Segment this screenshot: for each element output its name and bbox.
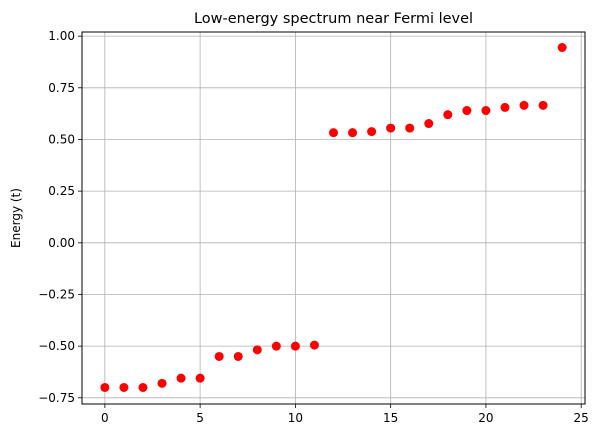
x-tick-label: 10 <box>288 411 303 425</box>
data-point <box>481 106 491 116</box>
y-tick-label: −0.50 <box>38 339 75 353</box>
data-point <box>367 127 377 137</box>
y-tick-label: −0.25 <box>38 287 75 301</box>
x-tick-label: 20 <box>478 411 493 425</box>
data-point <box>462 106 472 116</box>
data-point <box>214 351 224 361</box>
x-tick-label: 15 <box>383 411 398 425</box>
y-tick-label: 1.00 <box>48 29 75 43</box>
data-point <box>405 123 415 133</box>
data-point <box>100 382 110 392</box>
data-point <box>290 341 300 351</box>
grid-lines <box>82 32 585 404</box>
y-tick-label: 0.00 <box>48 236 75 250</box>
data-point <box>557 43 567 52</box>
data-point <box>233 351 243 361</box>
y-tick-label: 0.25 <box>48 184 75 198</box>
data-point <box>500 102 510 112</box>
chart-title: Low-energy spectrum near Fermi level <box>194 11 473 27</box>
x-tick-label: 25 <box>574 411 589 425</box>
y-axis-label: Energy (t) <box>9 188 23 248</box>
data-point <box>157 378 167 388</box>
data-point <box>176 373 186 383</box>
axis-ticks: 0 5 10 15 20 25 −0.75 −0.50 −0.25 0.00 0.25 0.50 0.7… <box>38 29 589 425</box>
data-point <box>138 382 148 392</box>
data-point <box>348 128 358 138</box>
data-points <box>100 43 567 392</box>
data-point <box>424 119 434 129</box>
x-tick-label: 0 <box>101 411 109 425</box>
data-point <box>538 100 548 110</box>
y-tick-label: 0.75 <box>48 81 75 95</box>
data-point <box>519 100 529 110</box>
data-point <box>386 123 396 133</box>
data-point <box>195 373 205 383</box>
x-tick-label: 5 <box>196 411 204 425</box>
data-point <box>252 345 262 355</box>
data-point <box>443 110 453 120</box>
data-point <box>309 340 319 350</box>
data-point <box>119 382 129 392</box>
data-point <box>271 341 281 351</box>
y-tick-label: −0.75 <box>38 391 75 405</box>
plot-frame <box>81 31 586 405</box>
y-tick-label: 0.50 <box>48 132 75 146</box>
data-point <box>329 128 338 138</box>
